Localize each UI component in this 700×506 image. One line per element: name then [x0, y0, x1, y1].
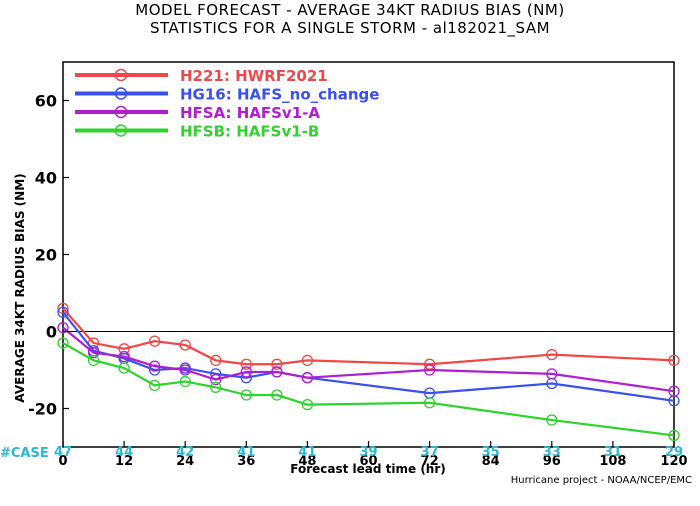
legend-label: HG16: HAFS_no_change — [180, 86, 379, 104]
legend-swatch-marker — [114, 124, 128, 137]
legend-item: H221: HWRF2021 — [75, 67, 328, 85]
series-point — [210, 373, 222, 386]
x-tick-label: 24 — [176, 454, 194, 469]
case-count: 37 — [421, 445, 439, 460]
x-tick-label: 72 — [421, 454, 439, 469]
case-count: 44 — [115, 445, 133, 460]
y-tick-label: -20 — [28, 400, 57, 419]
series-point — [668, 354, 680, 367]
case-count: 31 — [604, 445, 622, 460]
legend-item: HFSB: HAFSv1-B — [75, 123, 319, 141]
x-tick-label: 84 — [482, 454, 500, 469]
series-layer — [57, 302, 680, 442]
series-point — [179, 339, 191, 351]
series-point — [546, 348, 558, 361]
legend-item: HFSA: HAFSv1-A — [75, 104, 320, 122]
series-point — [301, 372, 314, 384]
series-point — [57, 306, 69, 318]
x-tick-label: 48 — [298, 454, 316, 469]
series-point — [546, 368, 558, 380]
series-point — [301, 354, 314, 367]
legend-swatch-marker — [114, 68, 128, 82]
series-point — [423, 397, 436, 409]
series-line — [62, 326, 675, 393]
case-count: 29 — [665, 445, 683, 460]
x-tick-label: 12 — [115, 454, 133, 469]
series-point — [546, 414, 558, 426]
x-tick-label: 120 — [660, 454, 687, 469]
series-point — [148, 335, 161, 347]
series-point — [210, 354, 222, 367]
series-point — [148, 360, 161, 372]
case-count: 33 — [543, 445, 561, 460]
y-tick-label: 60 — [35, 92, 57, 111]
x-tick-label: 96 — [543, 454, 561, 469]
y-axis-label: AVERAGE 34KT RADIUS BIAS (NM) — [13, 173, 27, 402]
series-point — [240, 358, 252, 370]
y-tick-label: 40 — [35, 169, 57, 188]
x-tick-label: 108 — [599, 454, 626, 469]
series-point — [668, 429, 680, 442]
series-4 — [57, 337, 680, 442]
case-count: 42 — [176, 445, 194, 460]
series-point — [240, 389, 252, 401]
case-count: 39 — [359, 445, 377, 460]
series-point — [210, 381, 222, 393]
x-axis-label: Forecast lead time (hr) — [290, 462, 446, 476]
chart-title: MODEL FORECAST - AVERAGE 34KT RADIUS BIA… — [135, 1, 565, 19]
case-label: #CASE — [0, 446, 49, 461]
y-tick-label: 0 — [46, 323, 57, 342]
legend-label: HFSA: HAFSv1-A — [180, 104, 320, 122]
series-point — [87, 354, 100, 367]
case-count: 47 — [54, 445, 72, 460]
series-point — [271, 358, 283, 370]
series-1 — [57, 302, 680, 370]
series-point — [57, 337, 69, 349]
series-point — [179, 364, 191, 376]
legend-label: HFSB: HAFSv1-B — [180, 123, 319, 141]
series-3 — [57, 321, 680, 397]
plot-frame — [62, 61, 675, 448]
series-point — [668, 385, 680, 397]
series-point — [87, 347, 100, 359]
legend-label: H221: HWRF2021 — [180, 67, 328, 85]
series-point — [118, 350, 130, 363]
series-point — [240, 366, 252, 378]
axis-layer: -20 0 20 40 60 0 12 24 36 48 60 72 84 96 108 120 47 44 42 4… — [28, 92, 687, 470]
series-point — [148, 379, 161, 392]
case-count: 41 — [237, 445, 255, 460]
legend-swatch-marker — [114, 87, 128, 100]
series-point — [57, 321, 69, 334]
plot-border — [62, 61, 675, 448]
legend-swatch-marker — [114, 105, 128, 119]
case-count: 35 — [482, 445, 500, 460]
y-tick-label: 20 — [35, 246, 57, 265]
series-point — [271, 366, 283, 378]
x-tick-label: 36 — [237, 454, 255, 469]
footer-credit: Hurricane project - NOAA/NCEP/EMC — [511, 475, 692, 486]
series-point — [423, 364, 436, 376]
series-point — [179, 375, 191, 388]
series-point — [301, 398, 314, 411]
series-point — [118, 362, 130, 374]
x-tick-label: 0 — [58, 454, 67, 469]
chart-subtitle: STATISTICS FOR A SINGLE STORM - al182021… — [149, 19, 551, 37]
legend-item: HG16: HAFS_no_change — [75, 86, 379, 104]
x-tick-label: 60 — [359, 454, 377, 469]
case-count: 41 — [298, 445, 316, 460]
series-point — [271, 389, 283, 401]
